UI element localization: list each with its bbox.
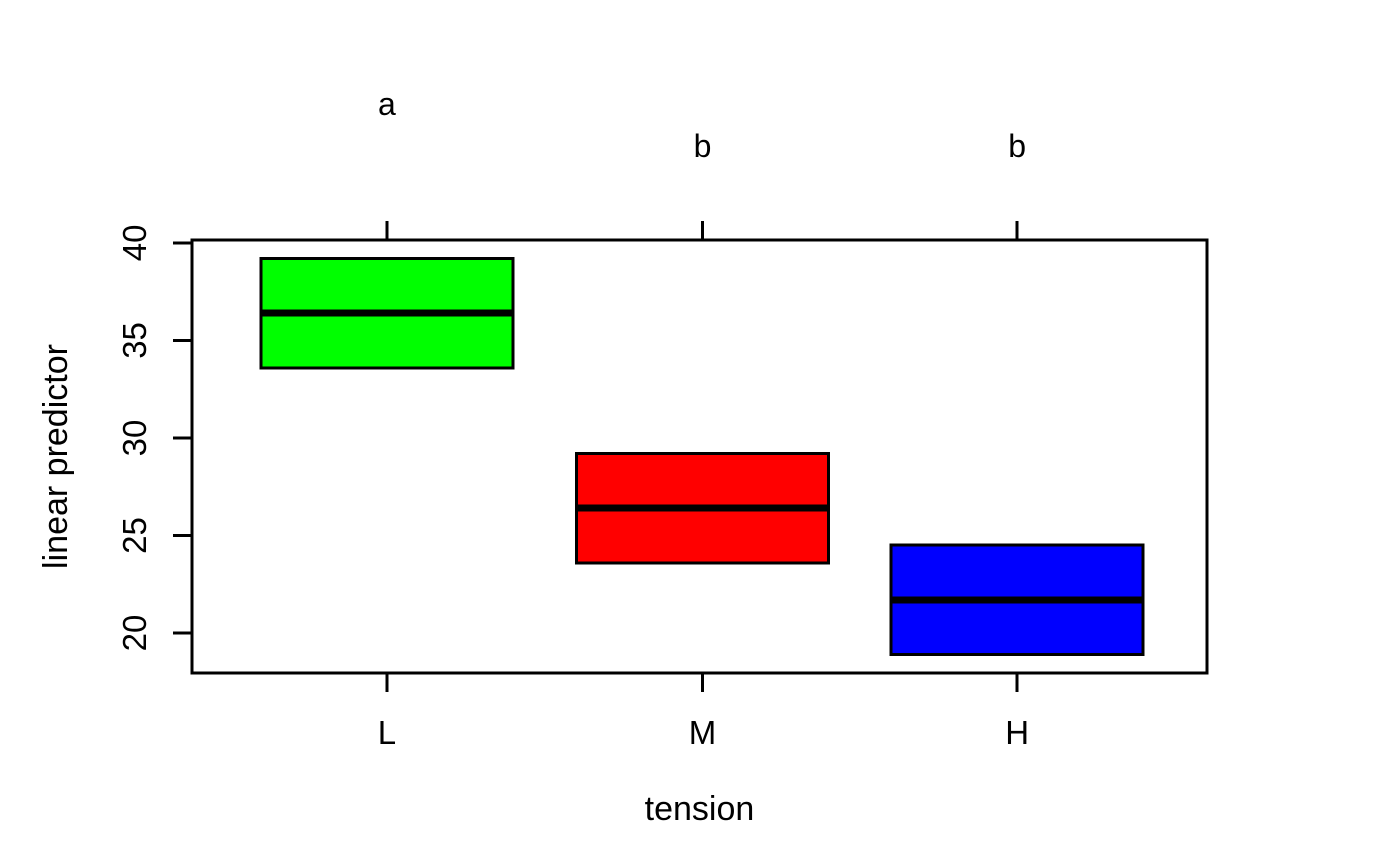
y-axis-tick-label: 25 bbox=[116, 517, 153, 554]
cld-letter-H: b bbox=[1008, 128, 1026, 164]
y-axis-tick-label: 40 bbox=[116, 225, 153, 262]
cld-letter-L: a bbox=[378, 86, 396, 122]
x-axis-tick-label-H: H bbox=[1005, 714, 1029, 751]
y-axis-tick-label: 30 bbox=[116, 420, 153, 457]
y-axis-tick-label: 20 bbox=[116, 615, 153, 652]
y-axis-title: linear predictor bbox=[37, 344, 75, 569]
x-axis-title: tension bbox=[645, 790, 755, 828]
y-axis-tick-label: 35 bbox=[116, 322, 153, 359]
cld-letter-M: b bbox=[694, 128, 712, 164]
x-axis-tick-label-L: L bbox=[378, 714, 396, 751]
x-axis-tick-label-M: M bbox=[689, 714, 717, 751]
plot-border bbox=[190, 238, 1209, 675]
